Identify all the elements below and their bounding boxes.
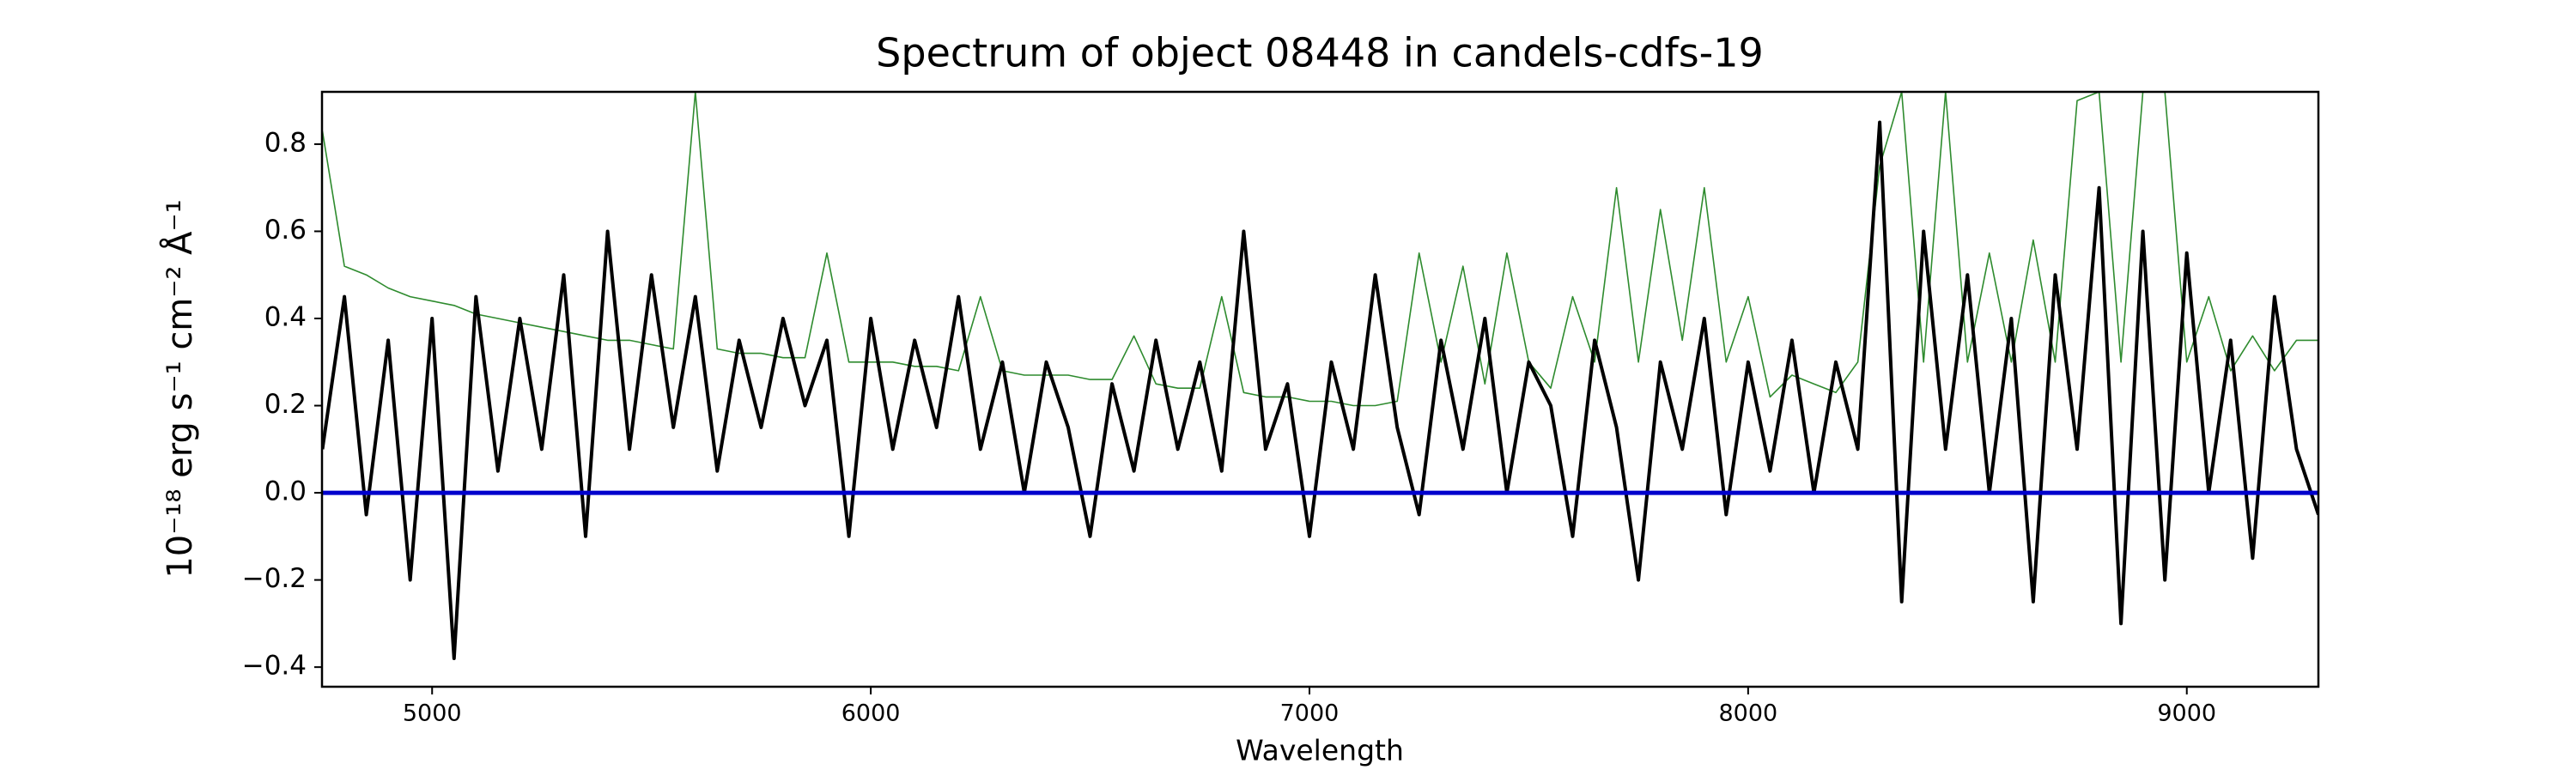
y-tick-label: 0.2 [264, 389, 307, 420]
x-tick-label: 9000 [2157, 700, 2216, 727]
y-axis-label: 10⁻¹⁸ erg s⁻¹ cm⁻² Å⁻¹ [159, 199, 200, 578]
y-tick-label: 0.4 [264, 302, 307, 333]
y-tick-label: 0.8 [264, 127, 307, 158]
y-tick-label: 0.6 [264, 215, 307, 246]
x-axis-label: Wavelength [1236, 734, 1404, 767]
spectrum-line [322, 92, 2318, 407]
x-tick-label: 6000 [841, 700, 901, 727]
x-tick-label: 7000 [1280, 700, 1340, 727]
y-tick-label: 0.0 [264, 476, 307, 507]
plot-frame [320, 90, 2320, 688]
y-tick-label: −0.4 [242, 651, 307, 682]
plot-area [322, 92, 2318, 660]
y-tick-label: −0.2 [242, 563, 307, 594]
chart-title: Spectrum of object 08448 in candels-cdfs… [876, 30, 1764, 76]
spectrum-line [322, 120, 2318, 660]
x-tick-label: 5000 [403, 700, 462, 727]
x-tick-label: 8000 [1719, 700, 1778, 727]
